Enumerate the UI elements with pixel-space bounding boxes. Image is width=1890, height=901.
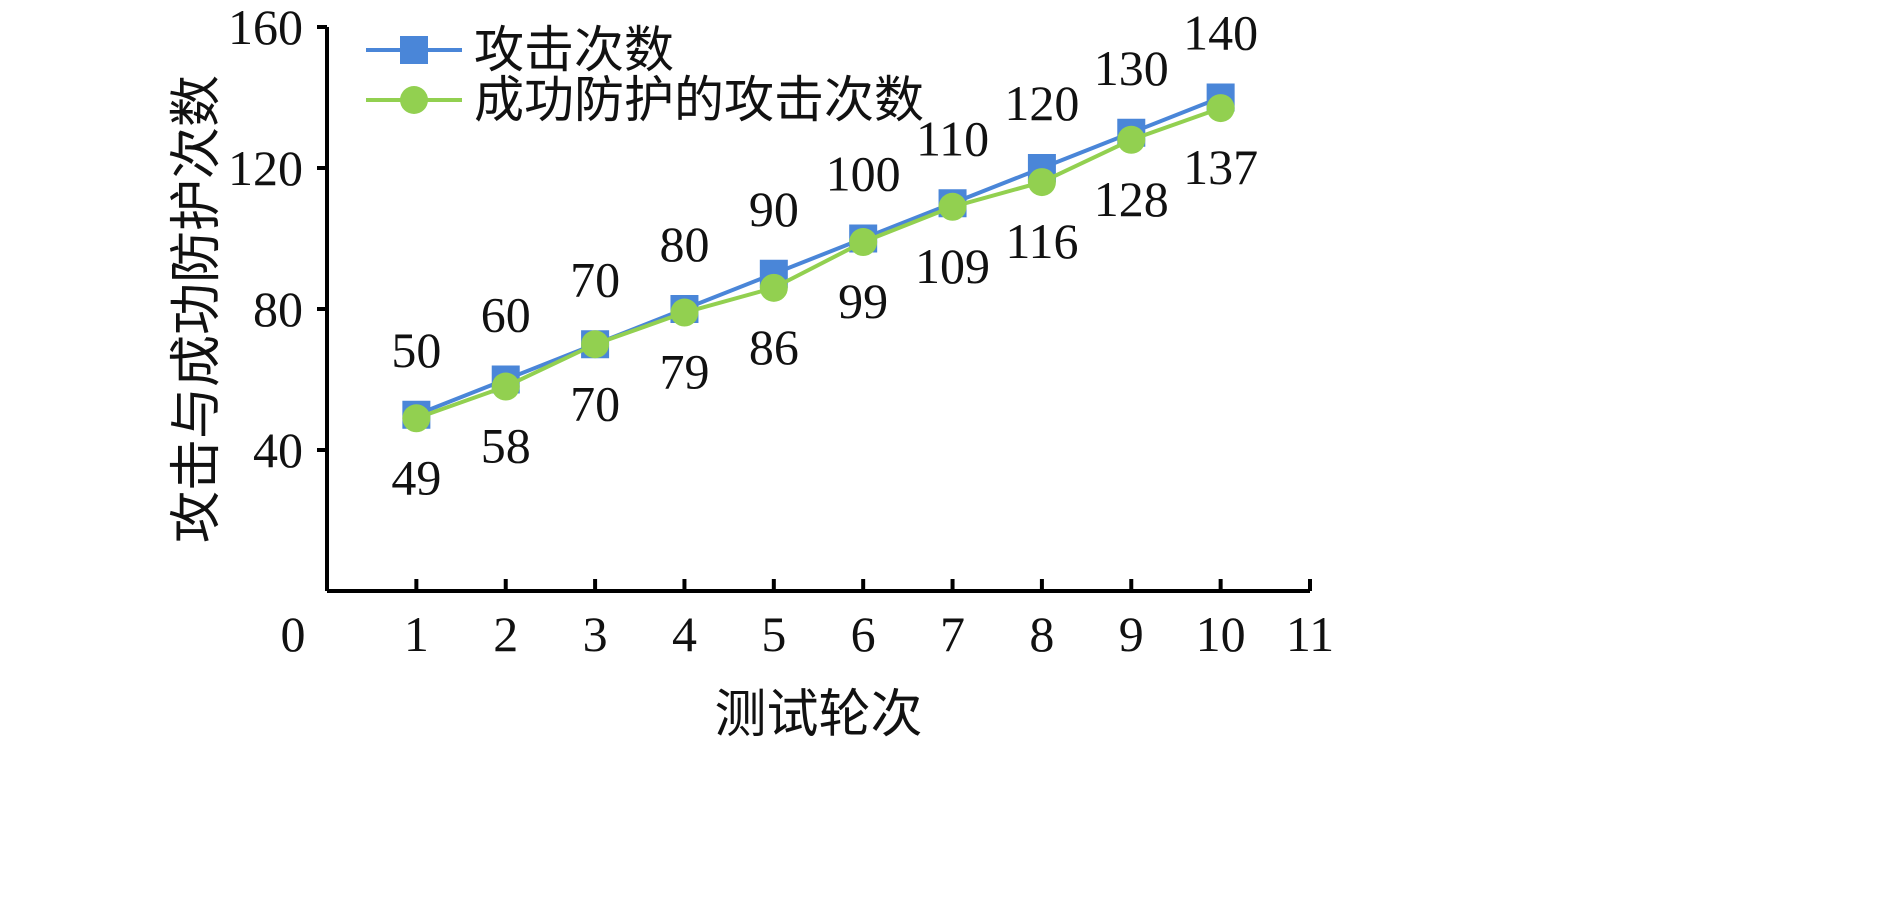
data-label: 70: [570, 251, 620, 307]
circle-marker: [581, 330, 610, 359]
x-axis-title: 测试轮次: [714, 687, 922, 744]
series-line: [415, 95, 1222, 417]
legend-circle-marker: [400, 86, 428, 114]
ticks: 40 80 120 160 0 1 2 3 4 5 6 7 8 9 10 11: [228, 0, 1334, 662]
data-label: 130: [1094, 40, 1169, 96]
x-tick-label: 3: [583, 606, 608, 662]
data-label: 90: [749, 181, 799, 237]
legend-square-marker: [400, 36, 428, 64]
data-label: 140: [1183, 5, 1258, 61]
y-tick-label: 40: [253, 422, 303, 478]
data-label: 137: [1183, 139, 1258, 195]
y-tick-label: 80: [253, 281, 303, 337]
circle-marker: [402, 404, 431, 433]
x-tick-label: 10: [1196, 606, 1246, 662]
circle-marker: [849, 228, 878, 257]
data-label: 120: [1004, 75, 1079, 131]
series: [402, 83, 1235, 433]
x-tick-label: 7: [940, 606, 965, 662]
x-tick-label: 1: [404, 606, 429, 662]
x-tick-label: 9: [1119, 606, 1144, 662]
data-label: 70: [570, 375, 620, 431]
x-tick-label: 4: [672, 606, 697, 662]
data-label: 100: [826, 146, 901, 202]
data-label: 60: [481, 287, 531, 343]
circle-marker: [938, 192, 967, 221]
y-tick-label: 120: [228, 140, 303, 196]
data-label: 49: [391, 449, 441, 505]
y-axis-title: 攻击与成功防护次数: [169, 75, 226, 543]
circle-marker: [1206, 94, 1235, 123]
circle-marker: [491, 372, 520, 401]
y-tick-label: 160: [228, 0, 303, 55]
circle-marker: [670, 298, 699, 327]
series-line: [415, 106, 1222, 421]
data-label: 58: [481, 418, 531, 474]
data-label: 128: [1094, 171, 1169, 227]
legend-label: 成功防护的攻击次数: [474, 72, 924, 128]
circle-marker: [1117, 125, 1146, 154]
legend-label: 攻击次数: [474, 22, 674, 78]
data-label: 50: [391, 322, 441, 378]
circle-marker: [759, 273, 788, 302]
x-tick-label: 11: [1286, 606, 1334, 662]
x-tick-label: 2: [493, 606, 518, 662]
data-label: 80: [659, 216, 709, 272]
data-label: 79: [659, 344, 709, 400]
x-tick-label: 5: [761, 606, 786, 662]
x-tick-label: 0: [281, 606, 306, 662]
data-label: 109: [915, 238, 990, 294]
circle-marker: [1027, 168, 1056, 197]
data-label: 86: [749, 319, 799, 375]
data-label: 110: [916, 110, 989, 166]
data-label: 99: [838, 273, 888, 329]
data-label: 116: [1005, 213, 1078, 269]
x-tick-label: 6: [851, 606, 876, 662]
x-tick-label: 8: [1029, 606, 1054, 662]
